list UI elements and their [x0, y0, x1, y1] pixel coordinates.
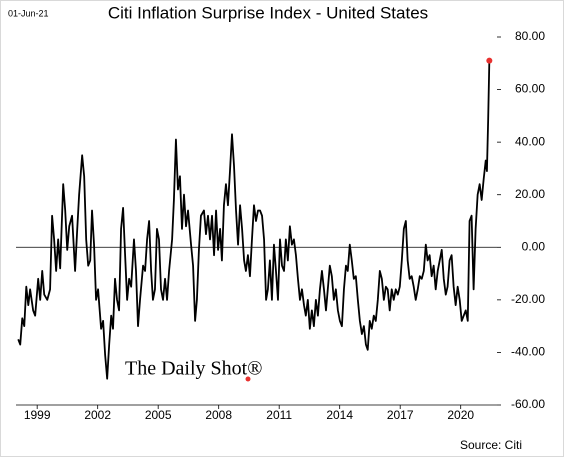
- y-tick-label: -40.00: [511, 345, 545, 359]
- y-tick-label: 80.00: [515, 29, 545, 43]
- x-tick-label: 2014: [326, 408, 353, 422]
- watermark: The Daily Shot®: [125, 358, 262, 380]
- x-tick-label: 2020: [447, 408, 474, 422]
- y-tick-label: 0.00: [522, 239, 546, 253]
- x-tick-label: 2005: [145, 408, 172, 422]
- chart-title: Citi Inflation Surprise Index - United S…: [108, 3, 428, 22]
- line-series: [17, 60, 491, 380]
- y-tick-label: -60.00: [511, 397, 545, 411]
- date-label: 01-Jun-21: [8, 8, 49, 18]
- x-tick-label: 2017: [387, 408, 414, 422]
- y-tick-label: 60.00: [515, 82, 545, 96]
- x-tick-label: 1999: [24, 408, 51, 422]
- watermark-dot: [245, 376, 251, 382]
- x-tick-label: 2008: [205, 408, 232, 422]
- last-point: [486, 57, 493, 64]
- y-tick-label: 40.00: [515, 134, 545, 148]
- x-tick-label: 2011: [266, 408, 292, 422]
- y-tick-label: 20.00: [515, 187, 545, 201]
- source: Source: Citi: [460, 438, 522, 452]
- x-tick-label: 2002: [84, 408, 111, 422]
- y-tick-label: -20.00: [511, 292, 545, 306]
